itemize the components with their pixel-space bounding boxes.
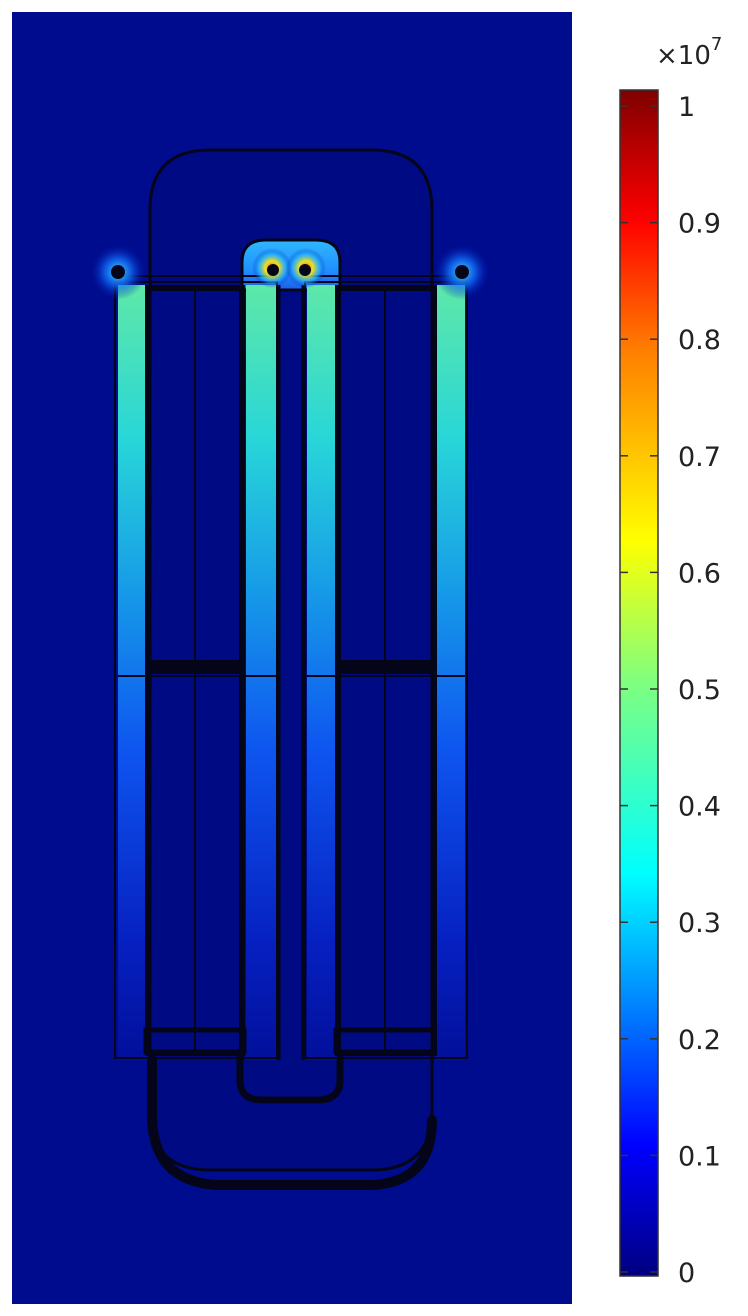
colorbar-tick-label: 0.3 <box>678 908 721 939</box>
plot-area <box>12 12 572 1304</box>
outer-loop-bottom-shadow <box>147 1055 437 1190</box>
left-bottom-bar <box>143 1027 247 1055</box>
field-band-3 <box>307 285 337 1060</box>
hotspot-inner-left <box>267 264 279 276</box>
colorbar-tick-label: 0.8 <box>678 325 721 356</box>
colorbar-tick-label: 0.1 <box>678 1141 721 1172</box>
colorbar-tick-label: 0.2 <box>678 1025 721 1056</box>
colorbar-tick-label: 1 <box>678 92 695 123</box>
field-band-1 <box>118 285 148 1060</box>
colorbar-gradient <box>619 89 659 1277</box>
colorbar-tick-label: 0.9 <box>678 209 721 240</box>
right-bottom-bar <box>333 1027 437 1055</box>
hotspot-outer-left <box>111 265 125 279</box>
right-mid-bar <box>338 660 434 674</box>
hotspot-outer-right <box>455 265 469 279</box>
colorbar-tick-label: 0 <box>678 1258 695 1289</box>
hotspot-inner-right <box>299 264 311 276</box>
left-mid-bar <box>148 660 242 674</box>
colorbar-ticks: 0 0.1 0.2 0.3 0.4 0.5 0.6 0.7 0.8 0.9 1 <box>620 92 721 1289</box>
colorbar-tick-label: 0.4 <box>678 792 721 823</box>
field-band-2 <box>246 285 276 1060</box>
field-band-4 <box>435 285 465 1060</box>
colorbar: ×107 0 0.1 0.2 0.3 0.4 0.5 0.6 0.7 0.8 0.9 1 <box>619 34 722 1289</box>
colorbar-multiplier: ×107 <box>656 34 722 71</box>
colorbar-tick-label: 0.6 <box>678 558 721 589</box>
inner-bottom-u <box>236 1050 344 1104</box>
colorbar-tick-label: 0.7 <box>678 442 721 473</box>
colorbar-tick-label: 0.5 <box>678 675 721 706</box>
